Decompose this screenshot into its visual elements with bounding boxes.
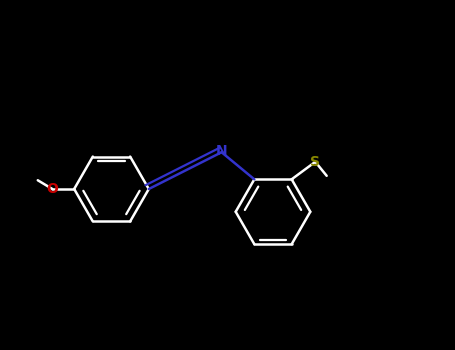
Text: S: S xyxy=(310,155,320,169)
Text: O: O xyxy=(46,182,58,196)
Text: N: N xyxy=(216,144,228,158)
